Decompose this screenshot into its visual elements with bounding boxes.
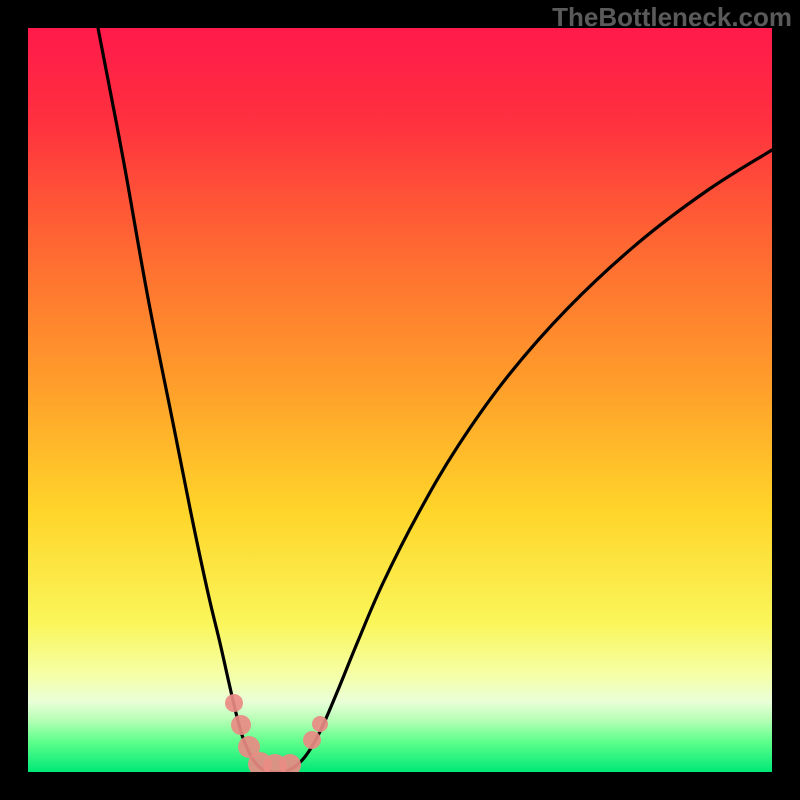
chart-frame: TheBottleneck.com xyxy=(0,0,800,800)
bottleneck-chart xyxy=(0,0,800,800)
datapoint-marker xyxy=(303,731,321,749)
datapoint-marker xyxy=(312,716,328,732)
gradient-background xyxy=(28,28,772,772)
datapoint-marker xyxy=(225,694,243,712)
watermark-label: TheBottleneck.com xyxy=(552,2,792,33)
datapoint-marker xyxy=(231,715,251,735)
